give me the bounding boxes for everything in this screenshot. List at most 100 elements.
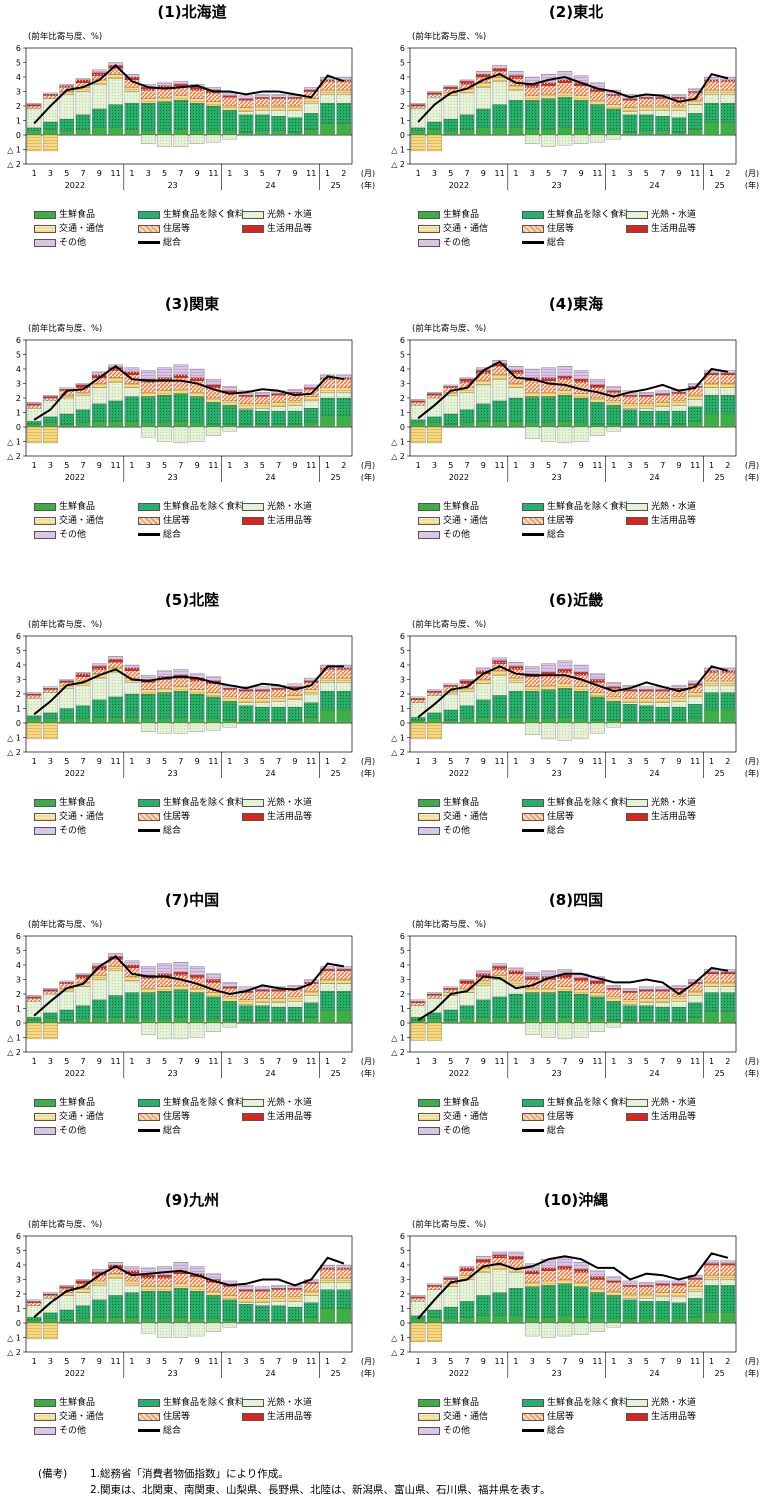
legend-label: 総合 (547, 238, 566, 248)
bar-others (108, 1261, 123, 1266)
bar-fresh-food (140, 718, 156, 724)
y-tick-label: △ 2 (7, 452, 21, 461)
bar-food-ex-fresh (590, 1292, 605, 1319)
legend-housing: 住居等 (522, 1410, 574, 1424)
bar-transport-comm (255, 998, 270, 1003)
bar-fresh-food (43, 129, 58, 136)
bar-energy-water (255, 408, 270, 412)
bar-transport-comm (303, 396, 319, 402)
bar-others (476, 1256, 491, 1260)
legend-label: 生鮮食品 (443, 1098, 480, 1108)
bar-housing (157, 679, 172, 689)
legend-fresh-food: 生鮮食品 (418, 1096, 479, 1110)
bar-housing (427, 94, 442, 98)
x-tick-label: 3 (146, 169, 151, 178)
bar-fresh-food (43, 1018, 58, 1024)
bar-energy-water (720, 685, 736, 693)
bar-transport-comm (655, 105, 670, 111)
bar-fresh-food (320, 1308, 335, 1324)
bar-others (508, 365, 524, 371)
legend-swatch (34, 238, 56, 247)
bar-fresh-food (92, 421, 107, 428)
bar-food-ex-fresh (206, 402, 221, 425)
bar-energy-water (443, 1286, 459, 1308)
bar-food-ex-fresh (189, 693, 205, 719)
bar-food-ex-fresh (492, 104, 507, 128)
bar-transport-comm (639, 403, 654, 409)
bar-fresh-food (655, 719, 670, 724)
bar-fresh-food (720, 709, 736, 724)
bar-energy-water (443, 394, 459, 415)
bar-others (59, 387, 75, 390)
legend-others: その他 (418, 236, 470, 250)
bar-fresh-food (573, 129, 589, 136)
y-tick-label: 2 (400, 990, 405, 999)
y-tick-label: 4 (400, 1261, 405, 1270)
bar-housing (140, 682, 156, 690)
x-tick-label: 3 (530, 1057, 535, 1066)
bar-others (157, 82, 172, 86)
bar-food-ex-fresh (639, 410, 654, 425)
bar-household-goods (271, 393, 286, 396)
bar-food-ex-fresh (271, 706, 286, 721)
bar-transport-comm (140, 98, 156, 104)
legend: 生鮮食品 生鮮食品を除く食料 光熱・水道 交通・通信 住居等 生活用品等 その他 総合 (34, 208, 374, 268)
bar-transport-comm (26, 134, 42, 152)
legend-housing: 住居等 (522, 1110, 574, 1124)
bar-household-goods (427, 690, 442, 693)
bar-food-ex-fresh (124, 1292, 140, 1318)
bar-fresh-food (108, 1317, 123, 1324)
y-axis-label: (前年比寄与度、%) (28, 32, 103, 42)
x-tick-label: 5 (64, 461, 69, 470)
bar-food-ex-fresh (336, 990, 352, 1011)
bar-food-ex-fresh (704, 992, 719, 1012)
bar-energy-water (303, 693, 319, 703)
plot-frame (25, 1235, 353, 1353)
bar-fresh-food (26, 1319, 42, 1324)
bar-food-ex-fresh (541, 396, 556, 423)
x-year-label: 25 (715, 769, 725, 778)
bar-fresh-food (459, 422, 475, 428)
bar-housing (287, 98, 303, 107)
x-tick-label: 5 (448, 169, 453, 178)
bar-household-goods (427, 92, 442, 95)
bar-energy-water (573, 1022, 589, 1038)
y-tick-label: 1 (16, 409, 21, 418)
bar-transport-comm (573, 989, 589, 995)
bar-food-ex-fresh (720, 394, 736, 415)
bar-food-ex-fresh (303, 702, 319, 718)
x-tick-label: 7 (562, 1057, 567, 1066)
bar-food-ex-fresh (704, 102, 719, 123)
bar-fresh-food (92, 127, 107, 136)
bar-food-ex-fresh (206, 996, 221, 1019)
bar-housing (622, 396, 638, 404)
bar-energy-water (238, 1004, 254, 1006)
legend-label: 総合 (547, 1426, 566, 1436)
bar-energy-water (303, 400, 319, 409)
bar-transport-comm (140, 392, 156, 397)
legend-label: 生活用品等 (267, 1412, 313, 1422)
bar-housing (557, 672, 573, 684)
bar-housing (557, 82, 573, 94)
bar-food-ex-fresh (271, 1006, 286, 1021)
bar-transport-comm (606, 996, 622, 1002)
bar-energy-water (271, 701, 286, 708)
x-tick-label: 5 (162, 461, 167, 470)
legend: 生鮮食品 生鮮食品を除く食料 光熱・水道 交通・通信 住居等 生活用品等 その他 総合 (418, 796, 758, 856)
bar-energy-water (443, 693, 459, 711)
bar-food-ex-fresh (557, 97, 573, 128)
legend-swatch (522, 1112, 544, 1121)
bar-housing (189, 680, 205, 690)
bar-energy-water (124, 980, 140, 993)
x-tick-label: 5 (260, 461, 265, 470)
x-tick-label: 9 (292, 461, 297, 470)
x-year-label: 23 (168, 769, 178, 778)
bar-energy-water (590, 1322, 605, 1332)
bar-fresh-food (590, 423, 605, 428)
bar-fresh-food (443, 1019, 459, 1024)
legend-swatch (418, 826, 440, 835)
bar-others (140, 675, 156, 680)
y-tick-label: 2 (16, 1290, 21, 1299)
bar-household-goods (606, 94, 622, 96)
bar-energy-water (173, 1022, 189, 1040)
